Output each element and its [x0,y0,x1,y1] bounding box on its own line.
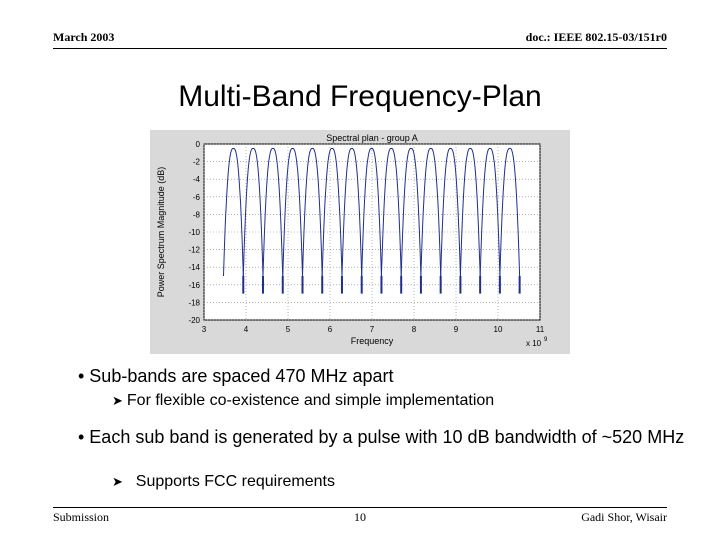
series-line [302,147,323,277]
y-tick-label: -12 [188,246,200,255]
series-line [223,147,244,277]
footer-page-number: 10 [354,510,366,524]
series-line [479,147,501,277]
x-tick-label: 8 [412,325,417,334]
slide-title: Multi-Band Frequency-Plan [178,80,542,113]
bullet-2: • Each sub band is generated by a pulse … [78,427,685,447]
series-line [400,147,422,277]
series-line [282,147,303,277]
series-line [242,147,264,277]
x-exponent-power: 9 [544,337,548,343]
y-tick-label: -18 [188,298,200,307]
series-line [499,147,521,277]
x-tick-label: 5 [286,325,291,334]
footer-author: Gadi Shor, Wisair [581,510,667,524]
series-line [420,147,442,277]
sub-bullet-1-text: For flexible co-existence and simple imp… [126,392,495,409]
header-date: March 2003 [53,30,115,44]
x-tick-label: 10 [494,325,503,334]
series-line [361,147,382,277]
y-tick-label: -6 [193,193,201,202]
footer-submission: Submission [53,510,110,524]
series-line [380,147,402,277]
x-axis-label: Frequency [351,336,394,346]
series-line [440,147,461,277]
series-line [459,147,481,277]
y-tick-label: -20 [188,316,200,325]
y-tick-label: -16 [188,281,200,290]
sub-bullet-1: ➤ For flexible co-existence and simple im… [112,392,494,410]
footer-divider [53,507,667,508]
header-divider [53,48,667,49]
spectrum-chart-svg: 3 4 5 6 7 8 9 10 11 0 -2 -4 -6 -8 -10 -12 -14 -16 -18 -20 Sp… [156,133,548,348]
sub-bullet-2-text: Supports FCC requirements [135,473,335,490]
x-exponent-label: x 10 [526,339,542,348]
y-tick-label: 0 [196,140,201,149]
y-tick-label: -14 [188,263,200,272]
sub-bullet-2: ➤ Supports FCC requirements [112,473,335,491]
y-tick-label: -4 [193,175,201,184]
x-tick-label: 4 [244,325,249,334]
bullet-1: • Sub-bands are spaced 470 MHz apart [78,366,394,386]
y-axis-label: Power Spectrum Magnitude (dB) [156,167,166,298]
arrow-right-icon: ➤ [112,393,123,408]
header-doc-id: doc.: IEEE 802.15-03/151r0 [525,30,667,44]
spectrum-chart: 3 4 5 6 7 8 9 10 11 0 -2 -4 -6 -8 -10 -12 -14 -16 -18 -20 Sp… [150,130,570,354]
y-tick-label: -10 [188,228,200,237]
x-tick-label: 6 [328,325,333,334]
y-tick-label: -8 [193,210,201,219]
arrow-right-icon: ➤ [112,474,123,489]
x-tick-label: 7 [370,325,375,334]
y-tick-label: -2 [193,158,201,167]
x-tick-label: 9 [454,325,459,334]
series-line [341,147,363,277]
x-tick-label: 3 [202,325,207,334]
series-line [321,147,343,277]
series-line [262,147,284,277]
chart-title: Spectral plan - group A [326,133,418,143]
x-tick-label: 11 [536,325,545,334]
